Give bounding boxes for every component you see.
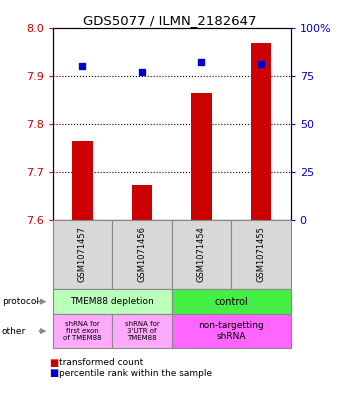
Text: ■: ■: [49, 368, 58, 378]
Text: protocol: protocol: [2, 297, 39, 306]
Text: TMEM88 depletion: TMEM88 depletion: [70, 297, 154, 306]
Text: shRNA for
3'UTR of
TMEM88: shRNA for 3'UTR of TMEM88: [124, 321, 159, 341]
Bar: [251, 43, 271, 220]
Text: ■: ■: [49, 358, 58, 368]
Text: other: other: [2, 327, 26, 336]
Text: GSM1071454: GSM1071454: [197, 226, 206, 283]
Text: GSM1071455: GSM1071455: [256, 226, 266, 283]
Text: GDS5077 / ILMN_2182647: GDS5077 / ILMN_2182647: [83, 14, 257, 27]
Bar: [72, 141, 93, 220]
Text: non-targetting
shRNA: non-targetting shRNA: [198, 321, 264, 341]
Bar: [132, 185, 152, 220]
Bar: [191, 92, 212, 220]
Text: control: control: [214, 297, 248, 307]
Text: percentile rank within the sample: percentile rank within the sample: [59, 369, 212, 378]
Text: transformed count: transformed count: [59, 358, 144, 367]
Text: GSM1071457: GSM1071457: [78, 226, 87, 283]
Text: GSM1071456: GSM1071456: [137, 226, 147, 283]
Text: shRNA for
first exon
of TMEM88: shRNA for first exon of TMEM88: [63, 321, 102, 341]
